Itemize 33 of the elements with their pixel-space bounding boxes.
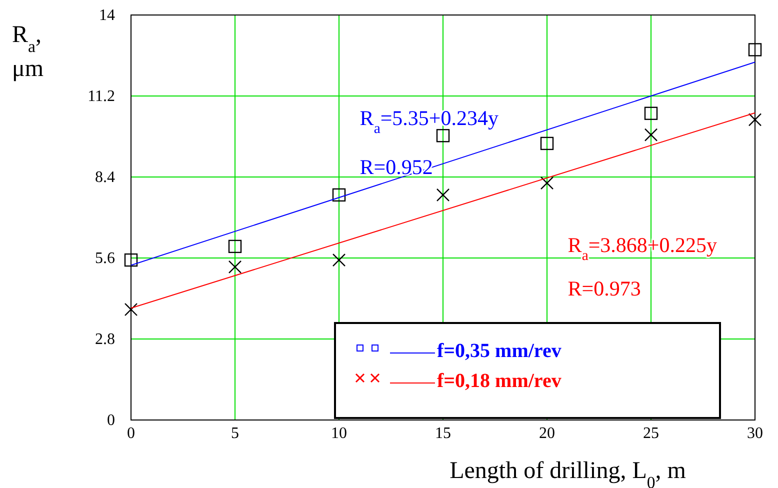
x-tick-label: 20 (539, 425, 555, 442)
x-tick-label: 0 (127, 425, 135, 442)
point (436, 188, 450, 202)
point (436, 129, 450, 142)
x-tick-label: 25 (643, 425, 659, 442)
point (228, 260, 242, 274)
y-tick-label: 5.6 (95, 250, 115, 267)
x-tick-label: 5 (231, 425, 239, 442)
y-tick-label: 8.4 (95, 169, 115, 186)
y-tick-label: 11.2 (88, 88, 115, 105)
legend-label: f=0,18 mm/rev (437, 370, 562, 392)
y-tick-label: 0 (107, 412, 115, 429)
x-axis-title: Length of drilling, L$_{0}$, m (450, 458, 686, 488)
point (644, 128, 658, 142)
y-tick-label: 14 (99, 7, 115, 24)
legend-label: f=0,35 mm/rev (437, 340, 562, 362)
annotation: R=0.973 (568, 276, 641, 301)
point (748, 113, 762, 126)
point (540, 136, 554, 150)
annotation: R=0.952 (360, 155, 433, 180)
point (124, 302, 138, 316)
y-tick-label: 2.8 (95, 331, 115, 348)
point (332, 188, 346, 202)
point (644, 106, 658, 120)
y-axis-title: R$_{a}$, μm (12, 22, 44, 82)
x-tick-label: 10 (331, 425, 347, 442)
point (332, 253, 346, 267)
point (748, 43, 762, 56)
x-tick-label: 15 (435, 425, 451, 442)
point (124, 253, 138, 267)
point (540, 176, 554, 190)
x-tick-label: 30 (747, 425, 763, 442)
point (228, 240, 242, 254)
